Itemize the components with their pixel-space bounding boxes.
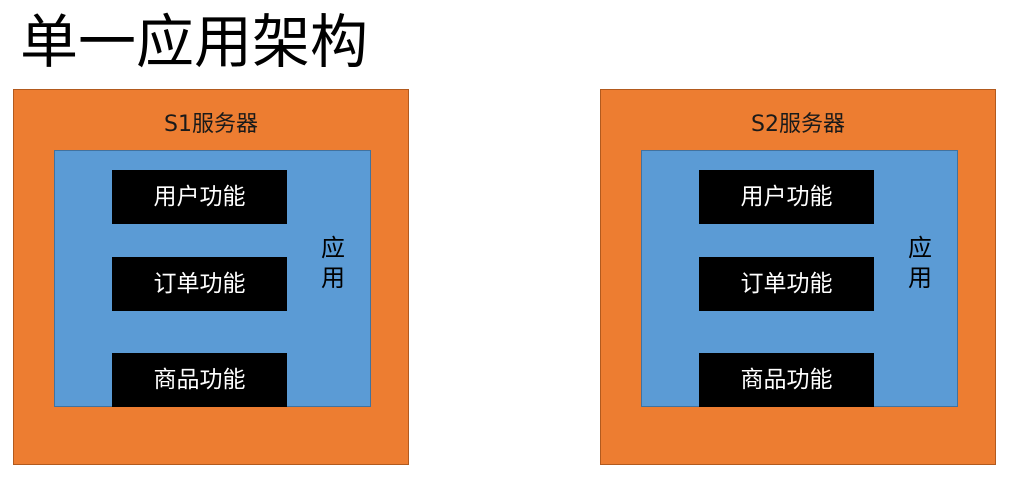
server-label: S1服务器 bbox=[164, 112, 258, 137]
function-box-product: 商品功能 bbox=[112, 353, 287, 407]
application-label-char: 用 bbox=[908, 264, 932, 292]
server-box-s1: S1服务器 用户功能 订单功能 商品功能 应 用 bbox=[13, 89, 409, 465]
application-label-char: 应 bbox=[321, 234, 345, 262]
application-box: 用户功能 订单功能 商品功能 应 用 bbox=[54, 150, 371, 407]
application-label: 应 用 bbox=[905, 233, 935, 293]
function-box-order: 订单功能 bbox=[112, 257, 287, 311]
server-label: S2服务器 bbox=[751, 112, 845, 137]
page-title: 单一应用架构 bbox=[20, 8, 369, 76]
function-box-user: 用户功能 bbox=[699, 170, 874, 224]
function-box-product: 商品功能 bbox=[699, 353, 874, 407]
application-box: 用户功能 订单功能 商品功能 应 用 bbox=[641, 150, 958, 407]
application-label: 应 用 bbox=[318, 233, 348, 293]
server-box-s2: S2服务器 用户功能 订单功能 商品功能 应 用 bbox=[600, 89, 996, 465]
application-label-char: 用 bbox=[321, 264, 345, 292]
function-box-order: 订单功能 bbox=[699, 257, 874, 311]
function-box-user: 用户功能 bbox=[112, 170, 287, 224]
application-label-char: 应 bbox=[908, 234, 932, 262]
